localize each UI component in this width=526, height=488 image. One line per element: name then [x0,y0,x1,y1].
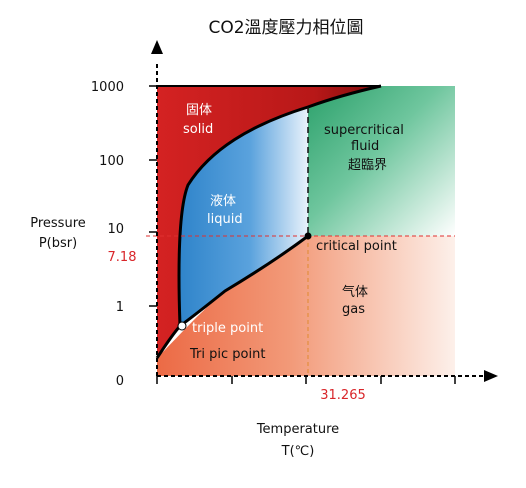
x-axis-ticks [156,376,456,384]
critical-pressure-value: 7.18 [108,250,137,265]
y-axis-label: Pressure [30,216,86,231]
gas-label-en: gas [342,302,365,317]
supercritical-label-fluid: fluid [351,139,379,154]
critical-point-marker [304,232,312,240]
x-axis-label: Temperature [256,422,339,437]
gas-region [157,236,455,376]
liquid-region [178,107,308,326]
y-axis-label-unit: P(bsr) [39,236,77,251]
x-axis-label-unit: T(℃) [281,444,315,459]
y-tick-label: 0 [116,374,124,389]
supercritical-label-zh: 超臨界 [348,158,387,173]
y-tick-label: 1 [116,300,124,315]
critical-temperature-value: 31.265 [320,388,366,403]
y-tick-label: 100 [99,154,124,169]
supercritical-region [308,86,455,236]
triple-point-sublabel: Tri pic point [189,347,265,362]
liquid-label-zh: 液体 [210,194,236,209]
supercritical-label: supercritical [324,123,404,138]
triple-point-marker [177,321,187,331]
x-axis-arrow-icon [484,370,498,382]
critical-point-label: critical point [316,239,397,254]
liquid-label-en: liquid [207,212,243,227]
y-tick-label: 1000 [91,80,124,95]
triple-point-label: triple point [192,321,263,336]
sublimation-curve [155,325,182,359]
vaporization-curve [179,234,309,328]
y-axis-ticks [149,85,157,307]
gas-label-zh: 气体 [342,284,368,300]
y-axis-arrow-icon [151,40,163,54]
y-tick-label: 10 [107,222,124,237]
solid-label-zh: 固体 [186,103,212,118]
solid-label-en: solid [183,122,213,137]
melting-curve [177,84,382,327]
diagram-title: CO2溫度壓力相位圖 [208,18,363,38]
